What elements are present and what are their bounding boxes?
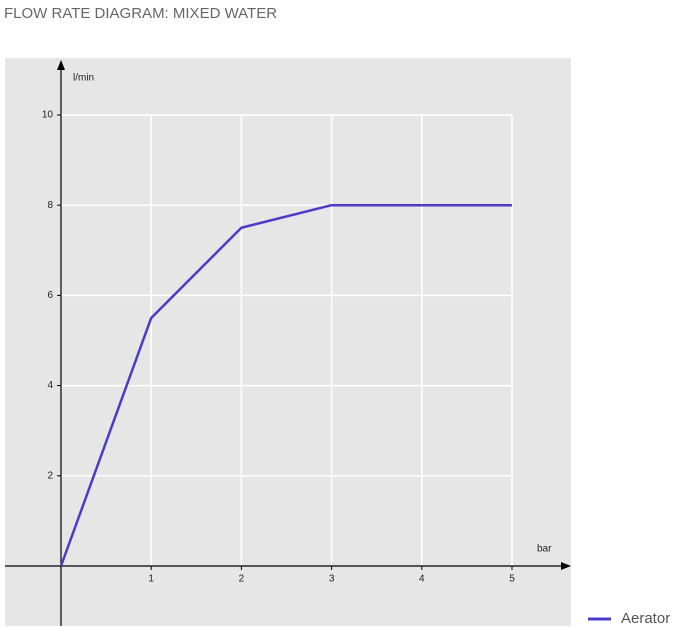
chart-title: FLOW RATE DIAGRAM: MIXED WATER xyxy=(4,5,277,22)
x-tick-label: 4 xyxy=(419,574,425,585)
y-tick-label: 4 xyxy=(47,380,53,391)
legend-label: Aerator xyxy=(621,610,670,627)
x-axis-arrow xyxy=(561,562,571,570)
x-tick-label: 3 xyxy=(329,574,335,585)
y-tick-label: 6 xyxy=(47,290,53,301)
data-line xyxy=(59,203,512,567)
y-tick-label: 2 xyxy=(47,470,53,481)
y-tick-label: 10 xyxy=(42,110,54,121)
x-tick-label: 2 xyxy=(239,574,245,585)
y-axis-arrow xyxy=(57,60,65,70)
y-axis-label: l/min xyxy=(73,73,94,84)
x-axis-label: bar xyxy=(537,544,552,555)
x-tick-label: 5 xyxy=(509,574,515,585)
y-tick-label: 8 xyxy=(47,200,53,211)
x-tick-label: 1 xyxy=(148,574,154,585)
plot-background xyxy=(5,58,571,626)
